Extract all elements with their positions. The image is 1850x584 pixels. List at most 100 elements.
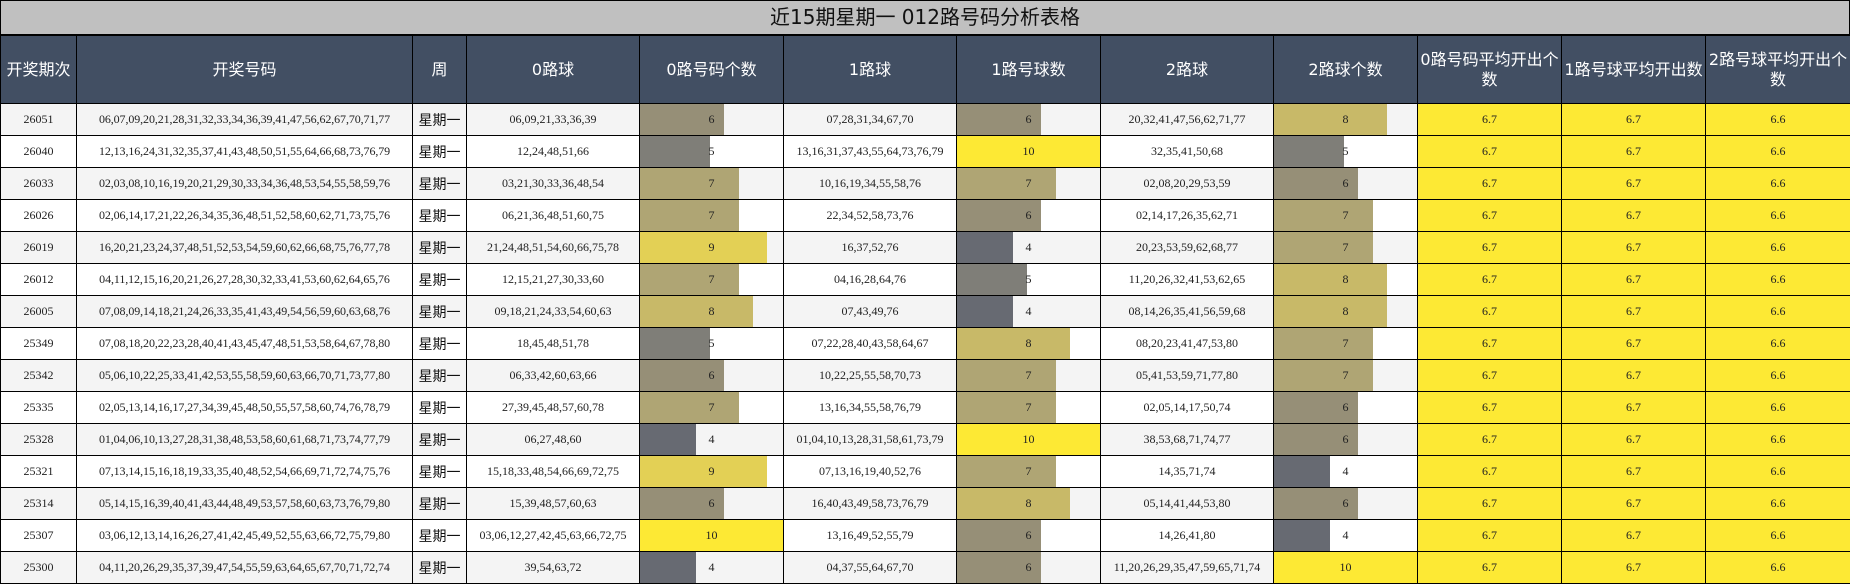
data-bar — [1274, 232, 1373, 263]
route2-balls-cell: 08,20,23,41,47,53,80 — [1101, 328, 1274, 360]
route1-count-cell: 6 — [957, 520, 1101, 552]
route1-count-cell: 6 — [957, 200, 1101, 232]
route0-average-cell: 6.7 — [1418, 456, 1562, 488]
route2-average-cell: 6.6 — [1706, 168, 1850, 200]
data-bar — [640, 328, 710, 359]
route0-count-cell: 9 — [640, 232, 784, 264]
route2-balls-cell: 02,14,17,26,35,62,71 — [1101, 200, 1274, 232]
count-value: 7 — [1343, 208, 1349, 222]
route2-count-cell: 7 — [1274, 232, 1418, 264]
route0-average-cell: 6.7 — [1418, 424, 1562, 456]
draw-numbers-cell: 02,05,13,14,16,17,27,34,39,45,48,50,55,5… — [77, 392, 413, 424]
route1-average-cell: 6.7 — [1562, 360, 1706, 392]
count-value: 7 — [709, 208, 715, 222]
data-bar — [957, 296, 1013, 327]
route1-balls-cell: 10,16,19,34,55,58,76 — [784, 168, 957, 200]
count-value: 4 — [709, 432, 715, 446]
count-value: 7 — [709, 272, 715, 286]
count-value: 10 — [1023, 144, 1035, 158]
count-value: 6 — [709, 368, 715, 382]
data-bar — [957, 328, 1070, 359]
count-value: 6 — [1026, 560, 1032, 574]
route1-average-cell: 6.7 — [1562, 264, 1706, 296]
route1-count-cell: 6 — [957, 552, 1101, 584]
issue-cell: 25314 — [1, 488, 77, 520]
count-value: 7 — [709, 400, 715, 414]
route2-count-cell: 6 — [1274, 168, 1418, 200]
data-bar — [640, 392, 739, 423]
route0-average-cell: 6.7 — [1418, 328, 1562, 360]
weekday-cell: 星期一 — [413, 328, 467, 360]
route0-count-cell: 7 — [640, 392, 784, 424]
data-bar — [640, 424, 696, 455]
draw-numbers-cell: 05,06,10,22,25,33,41,42,53,55,58,59,60,6… — [77, 360, 413, 392]
route1-balls-cell: 13,16,31,37,43,55,64,73,76,79 — [784, 136, 957, 168]
route1-balls-cell: 07,43,49,76 — [784, 296, 957, 328]
header-route0-average: 0路号码平均开出个数 — [1418, 36, 1562, 104]
count-value: 5 — [709, 336, 715, 350]
draw-numbers-cell: 03,06,12,13,14,16,26,27,41,42,45,49,52,5… — [77, 520, 413, 552]
route1-average-cell: 6.7 — [1562, 424, 1706, 456]
data-bar — [957, 456, 1056, 487]
route0-balls-cell: 12,24,48,51,66 — [467, 136, 640, 168]
weekday-cell: 星期一 — [413, 232, 467, 264]
data-bar — [957, 168, 1056, 199]
route0-count-cell: 5 — [640, 136, 784, 168]
count-value: 4 — [1343, 528, 1349, 542]
header-route0-count: 0路号码个数 — [640, 36, 784, 104]
count-value: 10 — [1023, 432, 1035, 446]
route0-balls-cell: 21,24,48,51,54,60,66,75,78 — [467, 232, 640, 264]
data-bar — [640, 232, 767, 263]
weekday-cell: 星期一 — [413, 520, 467, 552]
route0-balls-cell: 39,54,63,72 — [467, 552, 640, 584]
route2-count-cell: 8 — [1274, 264, 1418, 296]
route0-balls-cell: 12,15,21,27,30,33,60 — [467, 264, 640, 296]
route0-count-cell: 6 — [640, 104, 784, 136]
count-value: 7 — [1026, 368, 1032, 382]
route0-balls-cell: 06,33,42,60,63,66 — [467, 360, 640, 392]
route0-balls-cell: 03,21,30,33,36,48,54 — [467, 168, 640, 200]
count-value: 4 — [1343, 464, 1349, 478]
route0-average-cell: 6.7 — [1418, 200, 1562, 232]
route2-count-cell: 8 — [1274, 296, 1418, 328]
weekday-cell: 星期一 — [413, 456, 467, 488]
route2-count-cell: 8 — [1274, 104, 1418, 136]
header-week: 周 — [413, 36, 467, 104]
count-value: 6 — [1026, 112, 1032, 126]
route2-count-cell: 7 — [1274, 360, 1418, 392]
route2-count-cell: 6 — [1274, 488, 1418, 520]
count-value: 6 — [1343, 432, 1349, 446]
count-value: 8 — [1343, 112, 1349, 126]
route2-count-cell: 4 — [1274, 520, 1418, 552]
route1-balls-cell: 22,34,52,58,73,76 — [784, 200, 957, 232]
weekday-cell: 星期一 — [413, 488, 467, 520]
count-value: 4 — [1026, 304, 1032, 318]
route2-average-cell: 6.6 — [1706, 488, 1850, 520]
route2-average-cell: 6.6 — [1706, 104, 1850, 136]
issue-cell: 26005 — [1, 296, 77, 328]
header-numbers: 开奖号码 — [77, 36, 413, 104]
data-bar — [640, 168, 739, 199]
count-value: 9 — [709, 464, 715, 478]
route1-balls-cell: 13,16,49,52,55,79 — [784, 520, 957, 552]
draw-numbers-cell: 04,11,12,15,16,20,21,26,27,28,30,32,33,4… — [77, 264, 413, 296]
count-value: 10 — [706, 528, 718, 542]
data-bar — [957, 488, 1070, 519]
route1-average-cell: 6.7 — [1562, 104, 1706, 136]
route0-count-cell: 10 — [640, 520, 784, 552]
count-value: 8 — [709, 304, 715, 318]
route2-count-cell: 4 — [1274, 456, 1418, 488]
count-value: 8 — [1343, 304, 1349, 318]
route0-count-cell: 8 — [640, 296, 784, 328]
data-bar — [1274, 520, 1330, 551]
route0-count-cell: 4 — [640, 552, 784, 584]
route2-count-cell: 6 — [1274, 424, 1418, 456]
route0-average-cell: 6.7 — [1418, 552, 1562, 584]
route0-balls-cell: 03,06,12,27,42,45,63,66,72,75 — [467, 520, 640, 552]
